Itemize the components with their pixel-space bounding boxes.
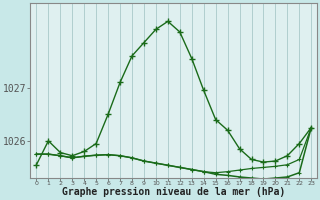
X-axis label: Graphe pression niveau de la mer (hPa): Graphe pression niveau de la mer (hPa) bbox=[62, 187, 285, 197]
